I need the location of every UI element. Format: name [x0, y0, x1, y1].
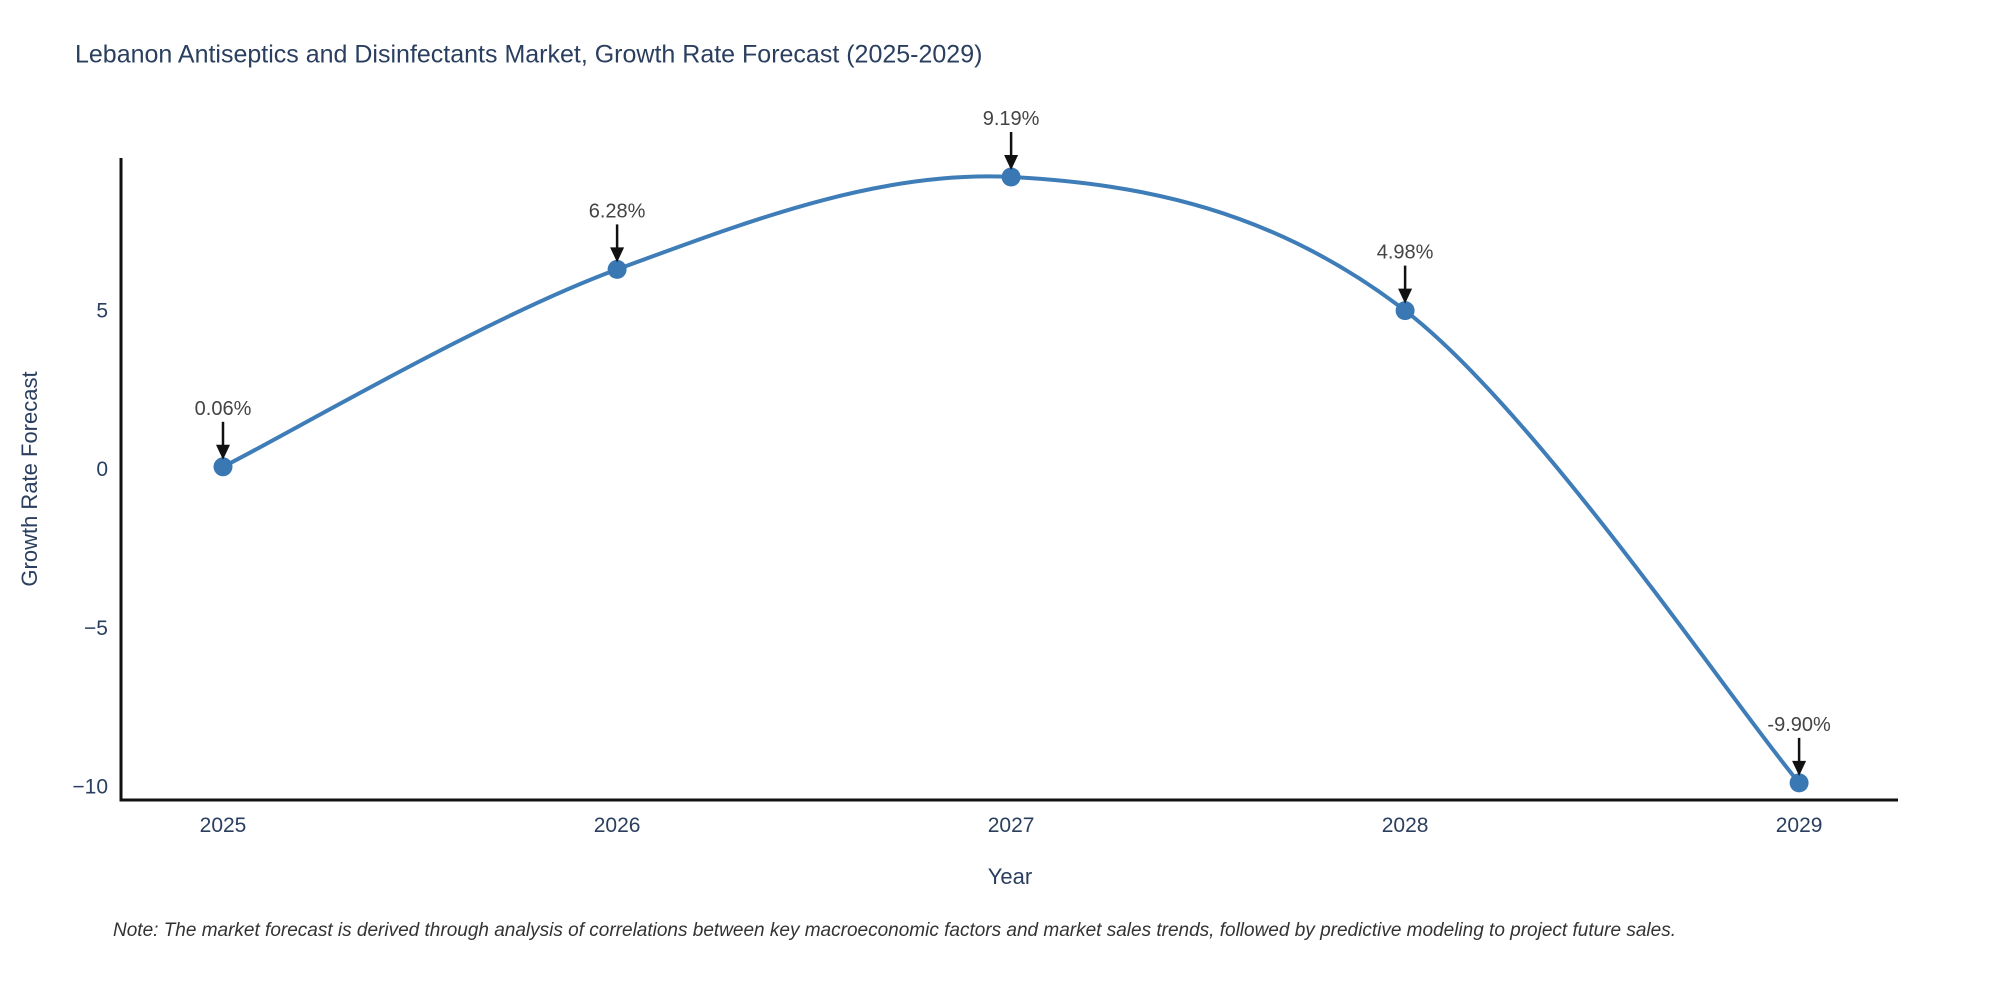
data-point-marker — [1789, 773, 1809, 793]
annotation-arrowhead — [1004, 155, 1019, 170]
annotation-label: -9.90% — [1767, 714, 1831, 736]
y-tick-label: −10 — [72, 776, 108, 799]
x-axis-title: Year — [987, 864, 1033, 889]
data-point-marker — [607, 259, 627, 279]
y-tick-label: −5 — [84, 617, 108, 640]
x-tick-label: 2027 — [988, 814, 1035, 837]
annotation-arrowhead — [610, 247, 625, 263]
annotation-arrowhead — [1398, 288, 1413, 304]
x-tick-label: 2026 — [594, 814, 641, 837]
data-point-marker — [1001, 167, 1021, 187]
chart-title: Lebanon Antiseptics and Disinfectants Ma… — [75, 40, 983, 69]
series-line — [221, 174, 1802, 785]
data-point-marker — [1395, 301, 1415, 321]
x-tick-label: 2029 — [1776, 814, 1823, 837]
annotation-arrowhead — [1792, 760, 1807, 776]
data-point-marker — [213, 457, 233, 477]
annotation-label: 9.19% — [983, 108, 1040, 130]
annotation-label: 6.28% — [589, 200, 646, 222]
annotation-arrowhead — [216, 444, 230, 460]
annotation-label: 0.06% — [195, 398, 252, 420]
footnote: Note: The market forecast is derived thr… — [113, 920, 1676, 941]
y-tick-label: 0 — [96, 458, 108, 481]
axis-lines — [119, 158, 1898, 802]
x-tick-label: 2028 — [1382, 814, 1429, 837]
y-tick-label: 5 — [96, 300, 108, 323]
x-tick-label: 2025 — [200, 814, 247, 837]
annotation-label: 4.98% — [1377, 242, 1434, 264]
